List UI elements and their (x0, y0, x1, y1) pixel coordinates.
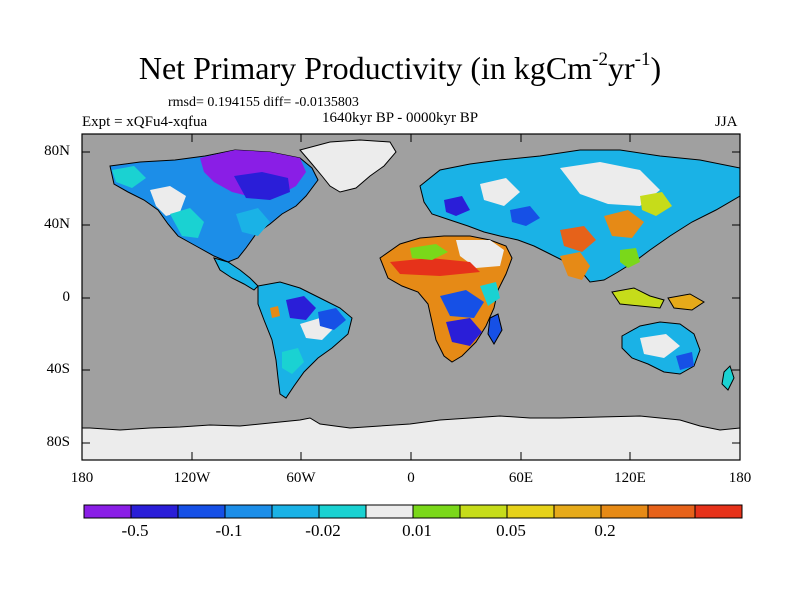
colorbar-box-11 (553, 504, 602, 519)
lat-ticks (82, 151, 740, 444)
colorbar-label-3: -0.02 (305, 521, 341, 540)
title-end: ) (650, 50, 662, 86)
colorbar-label-4: 0.01 (402, 521, 432, 540)
lat-label-40n: 40N (44, 216, 70, 232)
lat-label-80n: 80N (44, 143, 70, 159)
colorbar-box-14 (694, 504, 743, 519)
colorbar-label-2: -0.1 (215, 521, 243, 540)
na-west-cyan (170, 208, 204, 238)
sa-orange-spot (270, 306, 280, 318)
lon-label-180w: 180 (70, 470, 94, 486)
sa-blue-core (286, 296, 316, 320)
na-east-lightblue (236, 208, 270, 236)
title-exponent-2: -1 (634, 49, 651, 71)
land-central-america (213, 257, 259, 291)
asia-green (620, 248, 640, 268)
colorbar-box-9 (459, 504, 508, 519)
eu-white-2 (480, 178, 520, 206)
land-antarctica (82, 415, 740, 460)
colorbar-box-5 (271, 504, 320, 519)
colorbar-label-6: 0.2 (594, 521, 616, 540)
eu-blue-1 (510, 206, 540, 226)
lon-label-180e: 180 (728, 470, 752, 486)
af-sahara-white (456, 240, 504, 268)
lon-label-60e: 60E (508, 470, 534, 486)
na-west-white (150, 186, 186, 216)
colorbar-box-3 (177, 504, 226, 519)
colorbar-box-6 (318, 504, 367, 519)
season-label: JJA (715, 114, 738, 130)
eu-white-1 (560, 162, 660, 206)
land-madagascar (487, 313, 503, 345)
lon-label-60w: 60W (286, 470, 316, 486)
experiment-label: Expt = xQFu4-xqfua (82, 114, 208, 130)
lat-label-80s: 80S (46, 434, 70, 450)
colorbar-box-1 (83, 504, 132, 519)
plot-title: Net Primary Productivity (in kgCm-2yr-1) (0, 50, 800, 87)
lon-label-120e: 120E (614, 470, 646, 486)
land-indonesia (611, 287, 665, 309)
lon-label-120w: 120W (173, 470, 211, 486)
af-green (410, 244, 448, 260)
title-unit: yr (607, 50, 635, 86)
colorbar-box-13 (647, 504, 696, 519)
colorbar (83, 504, 743, 519)
sa-south-cyan (282, 348, 304, 374)
title-exponent-1: -2 (592, 49, 608, 71)
land-field (82, 139, 740, 460)
asia-india-orange (560, 252, 590, 280)
land-greenland (299, 139, 397, 193)
lat-label-40s: 40S (46, 361, 70, 377)
na-alaska-cyan (112, 166, 146, 188)
colorbar-box-8 (412, 504, 461, 519)
af-east-cyan (480, 282, 500, 306)
af-sahel-red (390, 258, 480, 276)
period-label: 1640kyr BP - 0000kyr BP (322, 110, 479, 126)
af-south-purple (446, 318, 482, 346)
au-white (640, 334, 680, 358)
eu-yellow-1 (640, 192, 672, 216)
sa-deep-blue (318, 308, 346, 330)
colorbar-box-12 (600, 504, 649, 519)
title-main: Net Primary Productivity (in kgCm (138, 50, 593, 86)
lon-ticks (81, 134, 741, 460)
colorbar-box-7 (365, 504, 414, 519)
colorbar-box-10 (506, 504, 555, 519)
eu-orange-1 (604, 210, 644, 238)
na-blue-core (234, 172, 290, 200)
stats-text: rmsd= 0.194155 diff= -0.0135803 (168, 95, 359, 110)
lat-label-0: 0 (62, 289, 71, 305)
af-central-blue (440, 290, 484, 318)
colorbar-label-5: 0.05 (496, 521, 526, 540)
land-new-zealand (721, 365, 735, 391)
colorbar-box-4 (224, 504, 273, 519)
colorbar-box-2 (130, 504, 179, 519)
eu-orange-2 (560, 226, 596, 252)
colorbar-label-1: -0.5 (121, 521, 149, 540)
au-deep-blue (676, 352, 694, 370)
eu-blue-2 (444, 196, 470, 216)
land-new-guinea (667, 293, 705, 311)
lon-label-0: 0 (407, 470, 415, 486)
